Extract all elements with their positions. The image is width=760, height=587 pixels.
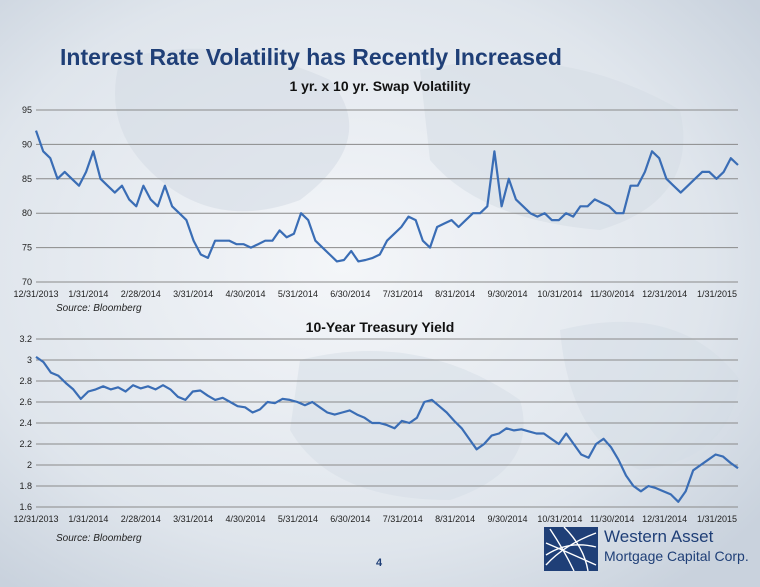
x-tick-label: 12/31/2014: [642, 514, 687, 524]
x-tick-label: 1/31/2014: [68, 514, 108, 524]
x-tick-label: 12/31/2013: [13, 514, 58, 524]
y-tick-label: 1.6: [19, 502, 32, 512]
x-tick-label: 11/30/2014: [590, 289, 634, 299]
series-line: [35, 355, 739, 503]
y-tick-label: 3.2: [19, 334, 32, 344]
x-tick-label: 6/30/2014: [330, 514, 370, 524]
x-tick-label: 1/31/2015: [697, 514, 737, 524]
x-tick-label: 5/31/2014: [278, 289, 318, 299]
x-tick-label: 3/31/2014: [173, 514, 213, 524]
x-tick-label: 7/31/2014: [383, 514, 423, 524]
treasury-yield-chart: 3.2 3 2.8 2.6 2.4 2.2 2 1.8 1.6 12/31/2013 1/31/20…: [13, 334, 739, 524]
y-tick-label: 2.8: [19, 376, 32, 386]
x-tick-label: 5/31/2014: [278, 514, 318, 524]
page-title: Interest Rate Volatility has Recently In…: [60, 44, 562, 70]
y-tick-label: 95: [22, 105, 32, 115]
y-tick-label: 2.2: [19, 439, 32, 449]
chart2-source: Source: Bloomberg: [56, 533, 142, 544]
x-tick-label: 12/31/2014: [642, 289, 687, 299]
chart1-source: Source: Bloomberg: [56, 303, 142, 314]
x-tick-label: 3/31/2014: [173, 289, 213, 299]
x-tick-label: 4/30/2014: [226, 514, 266, 524]
y-tick-label: 80: [22, 208, 32, 218]
x-tick-label: 9/30/2014: [487, 289, 527, 299]
page-number: 4: [376, 557, 383, 569]
swap-volatility-chart: 95 90 85 80 75 70 12/31/2013 1/31/2014 2/28/2014…: [13, 105, 739, 299]
x-tick-label: 8/31/2014: [435, 289, 475, 299]
x-tick-label: 4/30/2014: [226, 289, 266, 299]
y-tick-label: 2.6: [19, 397, 32, 407]
y-tick-label: 2: [27, 460, 32, 470]
x-tick-label: 6/30/2014: [330, 289, 370, 299]
x-tick-label: 7/31/2014: [383, 289, 423, 299]
x-tick-label: 2/28/2014: [121, 289, 161, 299]
y-tick-label: 90: [22, 139, 32, 149]
logo-line1: Western Asset: [604, 527, 714, 546]
y-tick-label: 1.8: [19, 481, 32, 491]
western-asset-logo-icon: [544, 526, 598, 572]
chart2-title: 10-Year Treasury Yield: [305, 319, 455, 335]
x-tick-label: 12/31/2013: [13, 289, 58, 299]
x-tick-label: 10/31/2014: [537, 514, 582, 524]
series-line: [34, 130, 739, 263]
y-tick-label: 85: [22, 174, 32, 184]
x-tick-label: 2/28/2014: [121, 514, 161, 524]
y-tick-label: 75: [22, 243, 32, 253]
x-tick-label: 1/31/2014: [68, 289, 108, 299]
chart1-title: 1 yr. x 10 yr. Swap Volatility: [289, 78, 471, 94]
x-tick-label: 11/30/2014: [590, 514, 634, 524]
y-tick-label: 70: [22, 277, 32, 287]
x-tick-label: 8/31/2014: [435, 514, 475, 524]
y-tick-label: 2.4: [19, 418, 32, 428]
logo-line2: Mortgage Capital Corp.: [604, 548, 749, 564]
x-tick-label: 9/30/2014: [487, 514, 527, 524]
y-tick-label: 3: [27, 355, 32, 365]
x-tick-label: 10/31/2014: [537, 289, 582, 299]
x-tick-label: 1/31/2015: [697, 289, 737, 299]
